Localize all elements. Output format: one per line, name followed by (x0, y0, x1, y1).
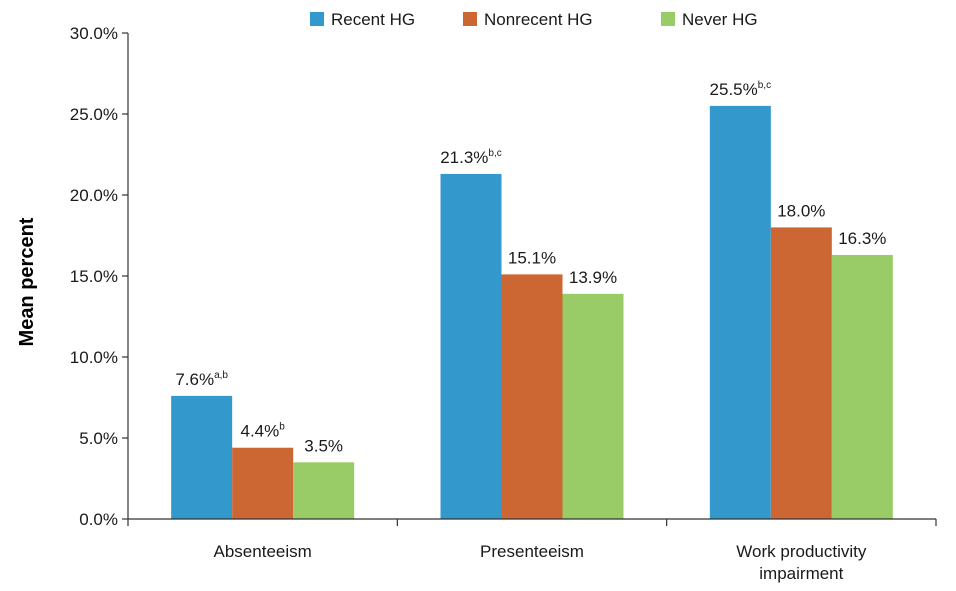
bar (171, 395, 233, 519)
y-axis: 0.0% 5.0% 10.0% 15.0% 20.0% 25.0% 30.0% (70, 24, 129, 529)
legend-label: Never HG (682, 10, 758, 29)
x-axis: Absenteeism Presenteeism Work productivity… (127, 518, 937, 583)
x-category-label: Presenteeism (480, 542, 584, 561)
legend-swatch (463, 12, 477, 26)
data-label: 13.9% (569, 268, 617, 287)
x-category-label: Absenteeism (214, 542, 312, 561)
legend-label: Recent HG (331, 10, 415, 29)
bars: 7.6%a,b 4.4%b 3.5% 21.3%b,c 15.1% 13.9% 25.5%b… (171, 80, 893, 520)
y-tick-label: 25.0% (70, 105, 118, 124)
bar (831, 254, 893, 519)
data-label: 18.0% (777, 201, 825, 220)
bar (770, 227, 832, 519)
data-label: 7.6%a,b (175, 370, 228, 389)
x-category-label: Work productivity impairment (736, 542, 867, 583)
bar (293, 462, 355, 519)
y-tick-label: 15.0% (70, 267, 118, 286)
y-axis-label: Mean percent (16, 217, 38, 346)
legend-swatch (310, 12, 324, 26)
legend: Recent HG Nonrecent HG Never HG (310, 10, 758, 29)
legend-label: Nonrecent HG (484, 10, 593, 29)
y-tick-label: 10.0% (70, 348, 118, 367)
data-label: 25.5%b,c (710, 80, 772, 99)
data-label: 3.5% (304, 436, 343, 455)
legend-swatch (661, 12, 675, 26)
bar (501, 274, 563, 519)
bar (232, 447, 294, 519)
data-label: 4.4%b (241, 422, 286, 441)
bar (562, 293, 624, 519)
y-tick-label: 30.0% (70, 24, 118, 43)
data-label: 16.3% (838, 229, 886, 248)
bar (709, 105, 771, 520)
data-label: 21.3%b,c (440, 148, 502, 167)
y-tick-label: 0.0% (79, 510, 118, 529)
data-label: 15.1% (508, 248, 556, 267)
bar (440, 173, 502, 519)
y-tick-label: 20.0% (70, 186, 118, 205)
y-tick-label: 5.0% (79, 429, 118, 448)
